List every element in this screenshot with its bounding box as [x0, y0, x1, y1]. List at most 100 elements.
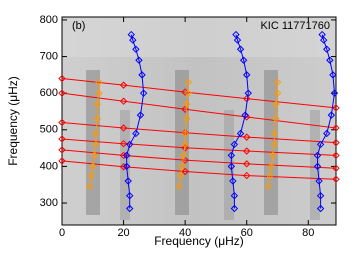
y-tick-label: 600: [40, 87, 58, 99]
data-point: [119, 124, 128, 132]
data-point: [138, 71, 146, 79]
y-tick-label: 400: [40, 160, 58, 172]
data-point: [176, 171, 185, 180]
data-point: [243, 160, 251, 168]
data-point: [90, 151, 99, 160]
data-point: [272, 115, 280, 123]
data-point: [243, 71, 251, 79]
data-point: [122, 151, 131, 160]
data-point: [313, 162, 322, 171]
data-point: [58, 146, 66, 154]
data-point: [316, 140, 325, 149]
data-point: [270, 140, 279, 149]
data-point: [316, 191, 325, 200]
data-point: [264, 182, 272, 191]
y-tick-label: 500: [40, 124, 58, 136]
y-axis-label: Frequency (μHz): [6, 76, 20, 166]
annotation: KIC 11771760: [260, 20, 330, 32]
data-point: [89, 162, 97, 171]
data-point: [241, 111, 249, 119]
data-point: [273, 89, 282, 97]
data-point: [243, 147, 251, 155]
data-point: [58, 89, 66, 97]
data-point: [244, 89, 252, 97]
data-point: [132, 129, 140, 138]
data-point: [119, 151, 128, 160]
data-point: [93, 115, 102, 123]
data-point: [272, 100, 280, 108]
data-point: [124, 177, 132, 185]
data-point: [270, 129, 279, 138]
data-point: [236, 45, 245, 53]
x-tick-label: 60: [241, 227, 253, 239]
data-point: [243, 133, 251, 141]
x-tick-label: 20: [117, 227, 129, 239]
data-point: [327, 111, 336, 119]
data-point: [182, 115, 191, 123]
data-point: [318, 30, 326, 39]
data-point: [86, 182, 94, 191]
data-point: [232, 30, 240, 39]
data-point: [119, 81, 128, 89]
data-point: [230, 140, 239, 149]
data-point: [126, 191, 134, 200]
data-point: [243, 171, 251, 180]
data-point: [329, 71, 337, 79]
data-point: [181, 140, 189, 149]
data-point: [58, 135, 66, 143]
data-point: [126, 204, 134, 213]
data-point: [184, 78, 192, 86]
data-point: [319, 36, 328, 44]
data-point: [227, 151, 236, 160]
data-point: [332, 104, 340, 112]
data-point: [267, 162, 276, 171]
data-point: [92, 129, 100, 138]
x-tick-label: 40: [179, 227, 191, 239]
data-point: [269, 151, 277, 160]
data-point: [332, 124, 340, 132]
data-point: [181, 129, 189, 138]
data-point: [92, 140, 100, 149]
y-tick-label: 700: [40, 50, 58, 62]
data-point: [315, 177, 323, 185]
series-line: [89, 82, 279, 187]
data-point: [119, 163, 128, 171]
data-point: [58, 74, 66, 83]
y-tick-label: 300: [40, 197, 58, 209]
x-tick-label: 80: [302, 227, 314, 239]
data-point: [136, 111, 145, 119]
data-point: [129, 36, 137, 44]
data-point: [330, 89, 339, 97]
data-point: [93, 100, 102, 108]
data-point: [313, 151, 322, 160]
data-point: [273, 78, 282, 86]
data-point: [87, 171, 95, 180]
data-point: [230, 191, 239, 200]
data-point: [332, 164, 340, 172]
data-point: [119, 139, 128, 148]
data-point: [332, 138, 340, 147]
data-point: [326, 56, 334, 64]
data-point: [236, 129, 245, 138]
data-point: [233, 36, 242, 44]
data-point: [126, 140, 134, 149]
data-point: [178, 162, 186, 171]
data-point: [95, 89, 103, 97]
data-point: [323, 129, 331, 138]
data-point: [127, 30, 135, 39]
data-point: [175, 182, 183, 191]
data-point: [135, 56, 143, 64]
data-point: [58, 157, 66, 165]
x-tick-label: 0: [59, 227, 65, 239]
data-point: [332, 151, 340, 160]
data-point: [182, 100, 191, 108]
data-point: [229, 177, 237, 185]
data-point: [266, 171, 274, 180]
data-point: [239, 56, 248, 64]
y-tick-label: 800: [40, 14, 58, 26]
data-point: [119, 97, 128, 105]
data-point: [179, 151, 188, 160]
data-point: [122, 162, 131, 171]
data-point: [332, 175, 340, 183]
